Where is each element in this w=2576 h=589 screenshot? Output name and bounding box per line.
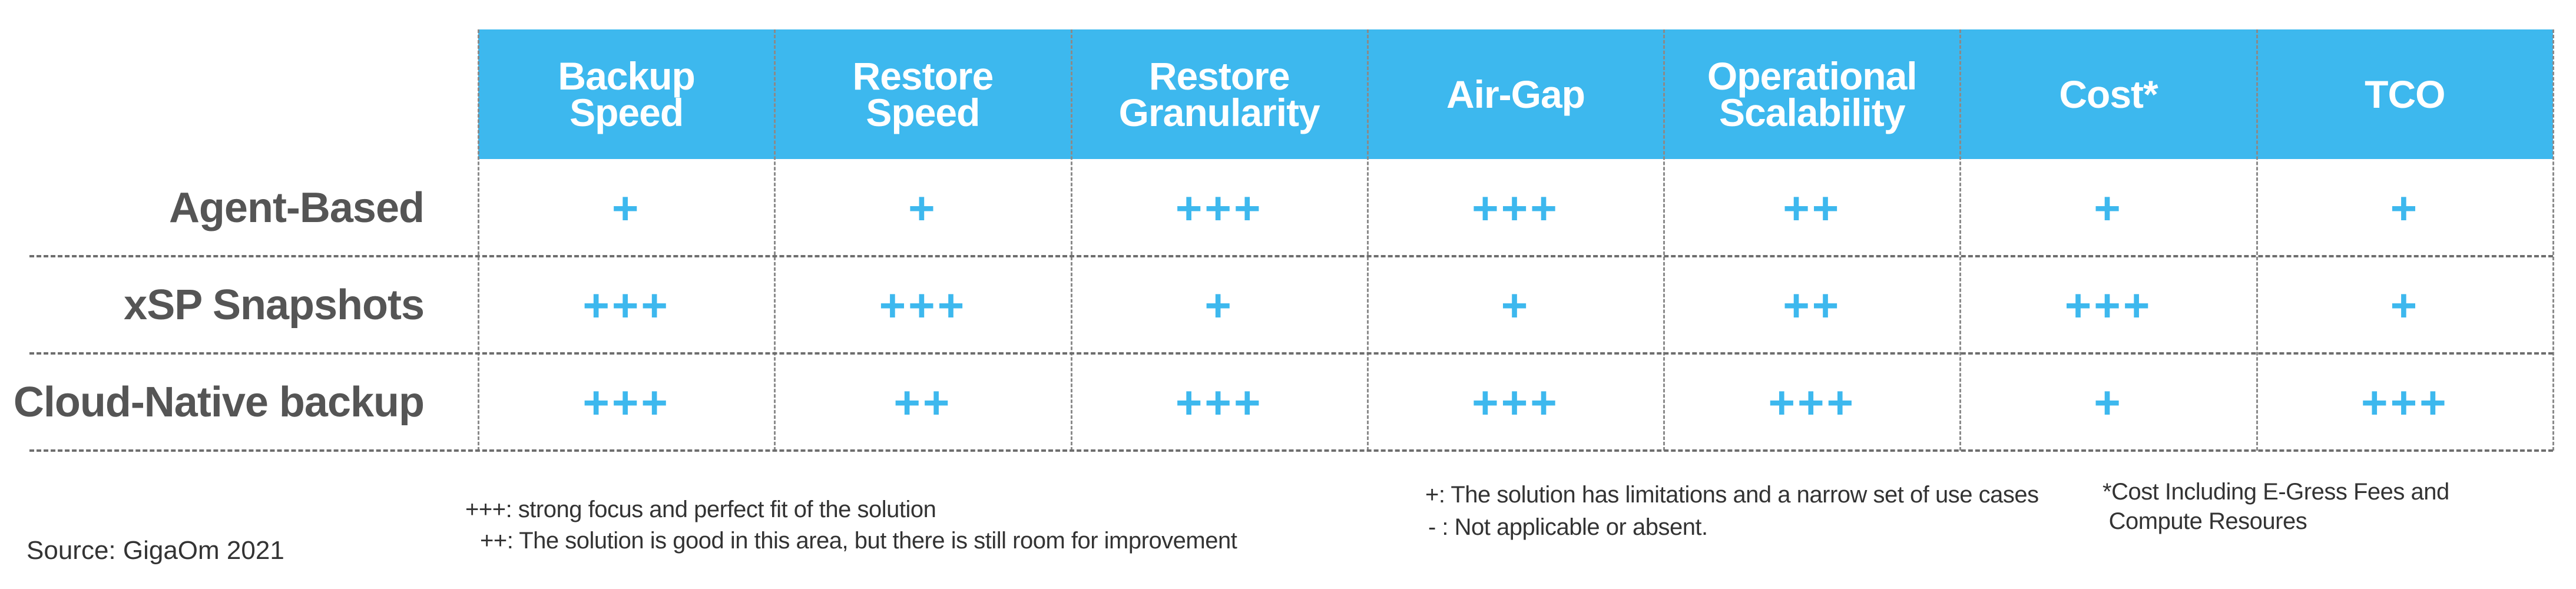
comparison-table: Backup Speed Restore Speed Restore Granula… <box>0 29 2576 454</box>
rating-cell: + <box>908 181 938 234</box>
rating-cell: ++ <box>1783 181 1842 234</box>
column-header-restore-granularity: Restore Granularity <box>1118 54 1320 134</box>
legend-good: ++: The solution is good in this area, b… <box>480 528 1237 554</box>
row-label-cloud-native-backup: Cloud-Native backup <box>13 378 425 426</box>
rating-cell: + <box>2390 181 2420 234</box>
rating-cell: ++ <box>893 376 952 428</box>
column-divider <box>2256 29 2258 451</box>
rating-cell: + <box>1501 279 1531 331</box>
column-header-cost: Cost* <box>2059 72 2158 116</box>
rating-cell: + <box>1204 279 1234 331</box>
legend-absent: - : Not applicable or absent. <box>1428 514 1708 540</box>
row-divider <box>29 449 2553 452</box>
row-divider <box>29 255 2553 257</box>
column-divider <box>1070 29 1072 451</box>
legend-limited: +: The solution has limitations and a na… <box>1425 482 2039 508</box>
rating-cell: +++ <box>1472 376 1559 428</box>
rating-cell: +++ <box>1472 181 1559 234</box>
rating-cell: +++ <box>1175 181 1263 234</box>
rating-cell: + <box>2390 279 2420 331</box>
column-divider <box>2552 29 2554 451</box>
rating-cell: +++ <box>582 376 670 428</box>
rating-cell: + <box>611 181 641 234</box>
rating-cell: ++ <box>1783 279 1842 331</box>
column-header-restore-speed: Restore Speed <box>852 54 994 134</box>
rating-cell: + <box>2094 181 2123 234</box>
column-divider <box>1959 29 1962 451</box>
row-label-agent-based: Agent-Based <box>168 184 425 231</box>
column-header-tco: TCO <box>2365 72 2445 116</box>
column-header-backup-speed: Backup Speed <box>558 54 695 134</box>
column-header-operational-scalability: Operational Scalability <box>1707 54 1918 134</box>
rating-cell: +++ <box>879 279 967 331</box>
row-label-xsp-snapshots: xSP Snapshots <box>124 281 425 329</box>
rating-cell: + <box>2094 376 2123 428</box>
legend-strong: +++: strong focus and perfect fit of the… <box>465 497 936 522</box>
column-header-air-gap: Air-Gap <box>1446 72 1585 116</box>
rating-cell: +++ <box>2361 376 2449 428</box>
rating-cell: +++ <box>1768 376 1856 428</box>
column-divider <box>1663 29 1666 451</box>
row-divider <box>29 352 2553 355</box>
source-note: Source: GigaOm 2021 <box>27 536 284 565</box>
column-divider <box>774 29 776 451</box>
rating-cell: +++ <box>2064 279 2153 331</box>
column-divider <box>478 29 479 451</box>
cost-note: *Cost Including E-Gress Fees and Compute… <box>2102 479 2449 534</box>
column-divider <box>1366 29 1369 451</box>
rating-cell: +++ <box>1175 376 1263 428</box>
header-band <box>478 29 2553 159</box>
rating-cell: +++ <box>582 279 670 331</box>
